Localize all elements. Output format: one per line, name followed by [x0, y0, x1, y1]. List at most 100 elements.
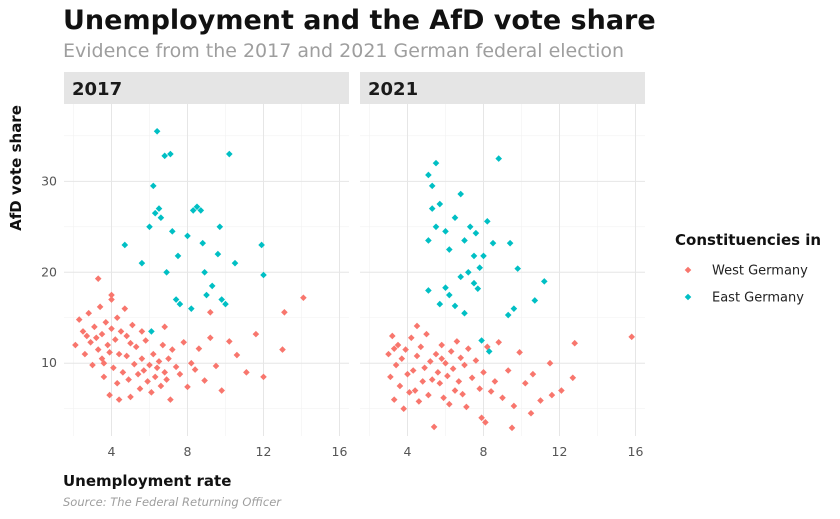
data-point: [258, 241, 265, 249]
chart-title: Unemployment and the AfD vote share: [63, 5, 656, 36]
data-point: [151, 373, 159, 381]
series-west-germany: [72, 275, 307, 403]
data-point: [98, 330, 106, 338]
data-point: [442, 359, 449, 367]
data-point: [476, 385, 483, 393]
data-point: [400, 405, 407, 413]
data-point: [155, 358, 163, 365]
data-point: [495, 155, 502, 162]
data-point: [184, 383, 191, 391]
data-point: [231, 259, 239, 267]
data-point: [470, 252, 478, 260]
data-point: [455, 378, 463, 385]
legend-item: East Germany: [684, 291, 804, 306]
data-point: [112, 336, 119, 343]
data-point: [406, 389, 413, 396]
data-point: [113, 314, 121, 322]
data-point: [115, 350, 123, 358]
data-point: [480, 369, 487, 376]
data-point: [457, 190, 464, 198]
series-west-germany: [385, 322, 635, 432]
x-tick-label: 16: [628, 444, 644, 459]
data-point: [110, 364, 117, 372]
data-point: [468, 374, 476, 382]
y-axis-title: AfD vote share: [7, 105, 25, 231]
data-point: [430, 423, 438, 431]
data-point: [415, 398, 423, 405]
data-point: [218, 296, 225, 303]
data-point: [131, 360, 138, 368]
data-point: [463, 403, 470, 411]
y-tick-label: 10: [41, 355, 57, 370]
data-point: [129, 321, 136, 329]
data-point: [127, 393, 134, 401]
data-point: [390, 345, 398, 352]
data-point: [541, 278, 548, 285]
data-point: [161, 369, 168, 376]
data-point: [176, 370, 184, 378]
data-point: [75, 316, 83, 323]
data-point: [487, 388, 495, 395]
data-point: [260, 373, 267, 381]
data-point: [472, 357, 480, 364]
chart-subtitle: Evidence from the 2017 and 2021 German f…: [63, 40, 624, 62]
data-point: [155, 205, 163, 212]
data-point: [396, 382, 404, 390]
data-point: [444, 372, 451, 380]
data-point: [408, 334, 415, 342]
data-point: [127, 339, 134, 347]
data-point: [421, 364, 428, 372]
data-point: [428, 205, 436, 212]
data-point: [79, 328, 87, 335]
data-point: [461, 309, 468, 317]
data-point: [504, 311, 512, 319]
x-tick-label: 16: [332, 444, 348, 459]
data-point: [558, 387, 565, 394]
data-point: [438, 341, 445, 349]
data-point: [197, 207, 205, 214]
data-point: [442, 284, 449, 292]
data-point: [404, 370, 411, 378]
data-point: [167, 396, 174, 403]
data-point: [390, 396, 398, 403]
data-point: [212, 362, 220, 370]
data-point: [102, 319, 110, 326]
series-east-germany: [121, 127, 267, 335]
data-point: [279, 346, 286, 353]
data-point: [163, 268, 170, 276]
data-point: [169, 346, 176, 353]
data-point: [142, 337, 149, 344]
data-point: [432, 223, 440, 231]
data-point: [226, 338, 233, 345]
data-point: [432, 159, 440, 167]
data-point: [516, 349, 523, 356]
data-point: [252, 330, 260, 338]
data-point: [94, 346, 102, 353]
data-point: [446, 291, 453, 299]
data-point: [484, 343, 491, 351]
data-point: [428, 182, 436, 190]
legend-item: West Germany: [684, 264, 808, 279]
data-point: [207, 334, 214, 342]
data-point: [428, 376, 436, 383]
data-point: [157, 214, 165, 221]
data-point: [214, 250, 222, 258]
legend: Constituencies in West Germany East Germa…: [675, 231, 821, 306]
data-point: [138, 328, 146, 335]
data-point: [423, 330, 430, 338]
data-point: [243, 369, 250, 376]
data-point: [510, 402, 518, 410]
data-point: [159, 341, 167, 349]
data-point: [436, 200, 444, 208]
data-point: [427, 358, 434, 365]
data-point: [146, 223, 153, 231]
data-point: [260, 271, 267, 279]
data-point: [451, 387, 459, 394]
data-point: [138, 259, 146, 267]
data-point: [191, 366, 199, 373]
data-point: [172, 363, 180, 371]
data-point: [121, 241, 129, 249]
data-point: [136, 385, 144, 393]
data-point: [476, 264, 483, 272]
chart-caption: Source: The Federal Returning Officer: [63, 495, 282, 509]
